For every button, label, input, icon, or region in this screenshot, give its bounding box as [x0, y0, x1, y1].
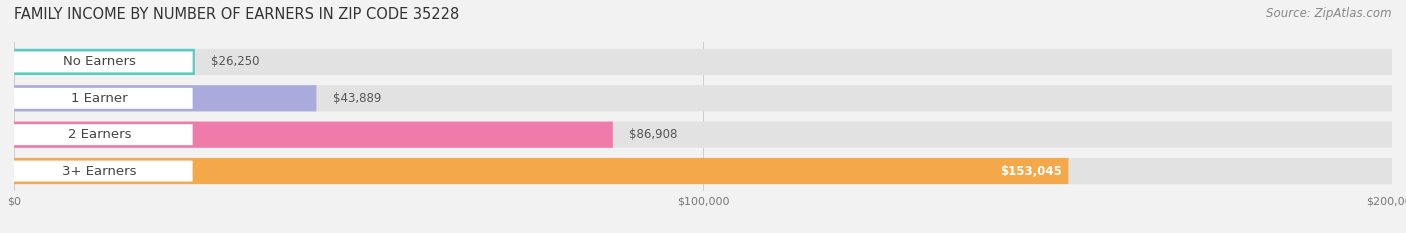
FancyBboxPatch shape — [7, 51, 193, 72]
Text: 2 Earners: 2 Earners — [67, 128, 131, 141]
Text: 1 Earner: 1 Earner — [72, 92, 128, 105]
Text: No Earners: No Earners — [63, 55, 136, 69]
FancyBboxPatch shape — [14, 49, 1392, 75]
FancyBboxPatch shape — [7, 88, 193, 109]
Text: FAMILY INCOME BY NUMBER OF EARNERS IN ZIP CODE 35228: FAMILY INCOME BY NUMBER OF EARNERS IN ZI… — [14, 7, 460, 22]
FancyBboxPatch shape — [14, 49, 195, 75]
FancyBboxPatch shape — [14, 122, 613, 148]
Text: $86,908: $86,908 — [630, 128, 678, 141]
Text: $153,045: $153,045 — [1000, 164, 1062, 178]
FancyBboxPatch shape — [14, 85, 1392, 111]
FancyBboxPatch shape — [14, 122, 1392, 148]
Text: $43,889: $43,889 — [333, 92, 381, 105]
FancyBboxPatch shape — [7, 161, 193, 182]
FancyBboxPatch shape — [7, 124, 193, 145]
FancyBboxPatch shape — [14, 158, 1069, 184]
Text: 3+ Earners: 3+ Earners — [62, 164, 136, 178]
FancyBboxPatch shape — [14, 158, 1392, 184]
Text: Source: ZipAtlas.com: Source: ZipAtlas.com — [1267, 7, 1392, 20]
FancyBboxPatch shape — [14, 85, 316, 111]
Text: $26,250: $26,250 — [211, 55, 260, 69]
